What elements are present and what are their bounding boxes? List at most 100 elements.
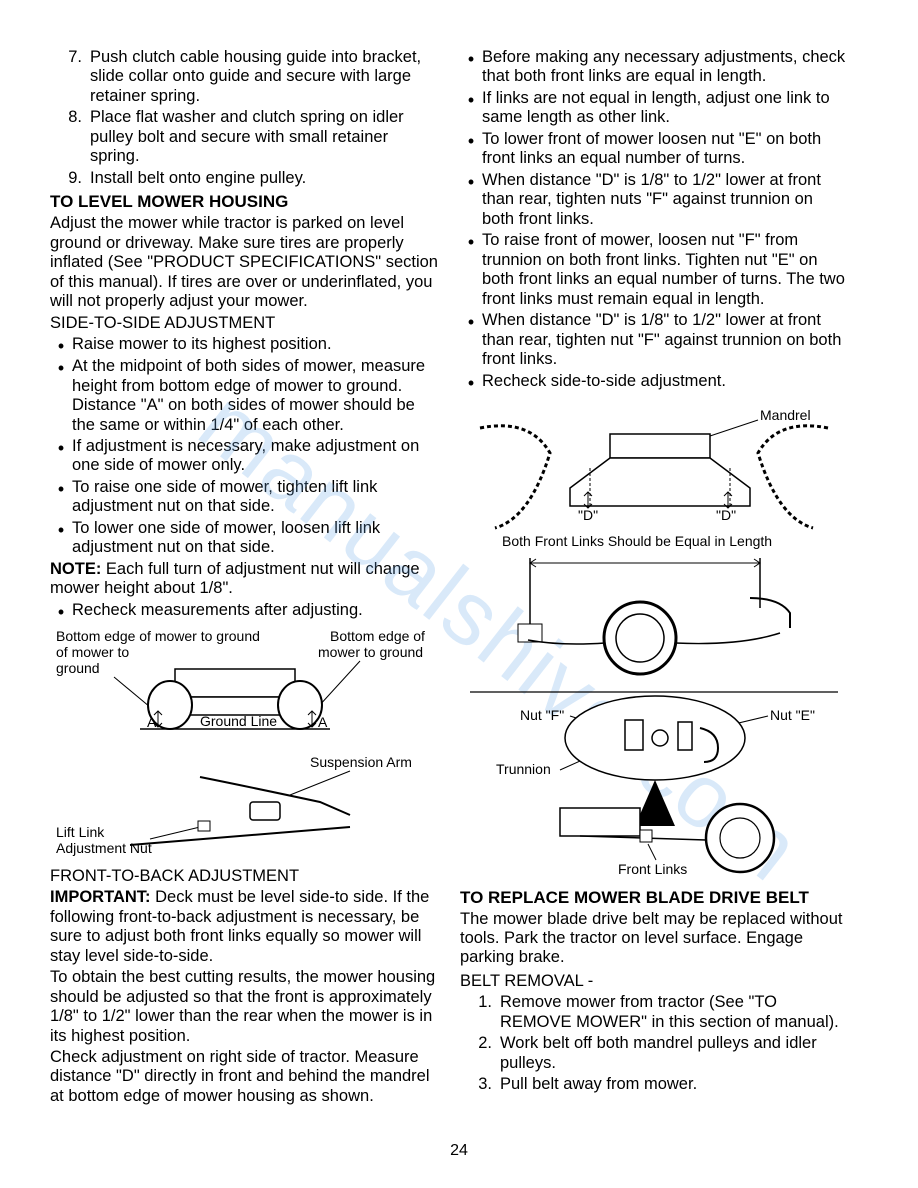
item-text: To lower one side of mower, loosen lift … <box>72 519 438 558</box>
important-paragraph: IMPORTANT: Deck must be level side-to si… <box>50 888 438 966</box>
list-item: •Recheck measurements after adjusting. <box>50 601 438 621</box>
list-item: •Before making any necessary adjustments… <box>460 48 848 87</box>
svg-text:Nut "F": Nut "F" <box>520 707 564 723</box>
item-number: 2. <box>468 1034 500 1073</box>
bullet-list: •Recheck measurements after adjusting. <box>50 601 438 621</box>
figure-mandrel: Mandrel "D" "D" Both Front Links Should … <box>460 398 848 678</box>
numbered-list-cont: 7. Push clutch cable housing guide into … <box>50 48 438 188</box>
bullet-icon: • <box>460 311 482 369</box>
page-number: 24 <box>0 1142 918 1160</box>
svg-text:Front Links: Front Links <box>618 861 687 877</box>
svg-text:Adjustment Nut: Adjustment Nut <box>56 840 152 856</box>
note-text: Each full turn of adjustment nut will ch… <box>50 560 420 597</box>
svg-text:Both Front Links Should be Equ: Both Front Links Should be Equal in Leng… <box>502 533 772 549</box>
bullet-icon: • <box>50 478 72 517</box>
bullet-icon: • <box>460 130 482 169</box>
bullet-icon: • <box>50 335 72 355</box>
list-item: 2. Work belt off both mandrel pulleys an… <box>468 1034 848 1073</box>
svg-text:mower to ground: mower to ground <box>318 644 423 660</box>
item-text: Work belt off both mandrel pulleys and i… <box>500 1034 848 1073</box>
list-item: •Recheck side-to-side adjustment. <box>460 372 848 392</box>
item-text: When distance "D" is 1/8" to 1/2" lower … <box>482 311 848 369</box>
bullet-icon: • <box>460 171 482 229</box>
svg-text:Lift Link: Lift Link <box>56 824 105 840</box>
item-number: 1. <box>468 993 500 1032</box>
svg-text:Trunnion: Trunnion <box>496 761 551 777</box>
svg-text:Nut "E": Nut "E" <box>770 707 815 723</box>
list-item: 7. Push clutch cable housing guide into … <box>58 48 438 106</box>
bullet-icon: • <box>460 48 482 87</box>
item-text: Recheck measurements after adjusting. <box>72 601 438 621</box>
svg-text:Ground Line: Ground Line <box>200 713 277 729</box>
subheading-front-back: FRONT-TO-BACK ADJUSTMENT <box>50 867 438 886</box>
list-item: 3. Pull belt away from mower. <box>468 1075 848 1094</box>
svg-text:"D": "D" <box>578 507 598 523</box>
figure-nuts: Nut "F" Nut "E" Trunnion <box>460 688 848 878</box>
item-text: Place flat washer and clutch spring on i… <box>90 108 438 166</box>
note-paragraph: NOTE: Each full turn of adjustment nut w… <box>50 560 438 599</box>
list-item: •To lower front of mower loosen nut "E" … <box>460 130 848 169</box>
fig-label: Bottom edge of mower to ground <box>56 628 260 644</box>
item-text: To raise one side of mower, tighten lift… <box>72 478 438 517</box>
subheading-side-to-side: SIDE-TO-SIDE ADJUSTMENT <box>50 314 438 333</box>
svg-text:of mower to: of mower to <box>56 644 129 660</box>
paragraph: Adjust the mower while tractor is parked… <box>50 214 438 311</box>
figure-side-adjustment: Bottom edge of mower to ground of mower … <box>50 627 438 857</box>
svg-text:A: A <box>147 714 157 730</box>
item-text: If adjustment is necessary, make adjustm… <box>72 437 438 476</box>
note-lead: NOTE: <box>50 560 101 578</box>
item-number: 7. <box>58 48 90 106</box>
paragraph: Check adjustment on right side of tracto… <box>50 1048 438 1106</box>
right-column: •Before making any necessary adjustments… <box>460 48 848 1108</box>
list-item: •If links are not equal in length, adjus… <box>460 89 848 128</box>
item-text: Before making any necessary adjustments,… <box>482 48 848 87</box>
svg-text:Mandrel: Mandrel <box>760 407 811 423</box>
item-text: To raise front of mower, loosen nut "F" … <box>482 231 848 309</box>
item-text: Install belt onto engine pulley. <box>90 169 438 188</box>
svg-text:Bottom edge of: Bottom edge of <box>330 628 425 644</box>
bullet-list: •Raise mower to its highest position. •A… <box>50 335 438 558</box>
bullet-list: •Before making any necessary adjustments… <box>460 48 848 392</box>
item-number: 3. <box>468 1075 500 1094</box>
bullet-icon: • <box>50 437 72 476</box>
list-item: •Raise mower to its highest position. <box>50 335 438 355</box>
numbered-list: 1. Remove mower from tractor (See "TO RE… <box>460 993 848 1094</box>
bullet-icon: • <box>460 89 482 128</box>
item-text: Recheck side-to-side adjustment. <box>482 372 848 392</box>
list-item: •To raise one side of mower, tighten lif… <box>50 478 438 517</box>
bullet-icon: • <box>50 601 72 621</box>
list-item: •At the midpoint of both sides of mower,… <box>50 357 438 435</box>
bullet-icon: • <box>50 519 72 558</box>
item-text: At the midpoint of both sides of mower, … <box>72 357 438 435</box>
svg-text:ground: ground <box>56 660 100 676</box>
heading-replace-belt: TO REPLACE MOWER BLADE DRIVE BELT <box>460 888 848 908</box>
item-text: If links are not equal in length, adjust… <box>482 89 848 128</box>
list-item: •To raise front of mower, loosen nut "F"… <box>460 231 848 309</box>
svg-text:"D": "D" <box>716 507 736 523</box>
bullet-icon: • <box>460 231 482 309</box>
bullet-icon: • <box>460 372 482 392</box>
item-text: Remove mower from tractor (See "TO REMOV… <box>500 993 848 1032</box>
item-text: Raise mower to its highest position. <box>72 335 438 355</box>
item-text: To lower front of mower loosen nut "E" o… <box>482 130 848 169</box>
list-item: 1. Remove mower from tractor (See "TO RE… <box>468 993 848 1032</box>
svg-text:Suspension Arm: Suspension Arm <box>310 754 412 770</box>
list-item: •To lower one side of mower, loosen lift… <box>50 519 438 558</box>
page-content: 7. Push clutch cable housing guide into … <box>0 0 918 1128</box>
paragraph: To obtain the best cutting results, the … <box>50 968 438 1046</box>
item-text: Push clutch cable housing guide into bra… <box>90 48 438 106</box>
item-number: 9. <box>58 169 90 188</box>
list-item: 8. Place flat washer and clutch spring o… <box>58 108 438 166</box>
item-text: Pull belt away from mower. <box>500 1075 848 1094</box>
important-lead: IMPORTANT: <box>50 888 151 906</box>
subheading-belt-removal: BELT REMOVAL - <box>460 972 848 991</box>
paragraph: The mower blade drive belt may be replac… <box>460 910 848 968</box>
list-item: •If adjustment is necessary, make adjust… <box>50 437 438 476</box>
list-item: 9. Install belt onto engine pulley. <box>58 169 438 188</box>
heading-level-mower: TO LEVEL MOWER HOUSING <box>50 192 438 212</box>
bullet-icon: • <box>50 357 72 435</box>
svg-text:A: A <box>318 714 328 730</box>
list-item: •When distance "D" is 1/8" to 1/2" lower… <box>460 171 848 229</box>
item-text: When distance "D" is 1/8" to 1/2" lower … <box>482 171 848 229</box>
list-item: •When distance "D" is 1/8" to 1/2" lower… <box>460 311 848 369</box>
